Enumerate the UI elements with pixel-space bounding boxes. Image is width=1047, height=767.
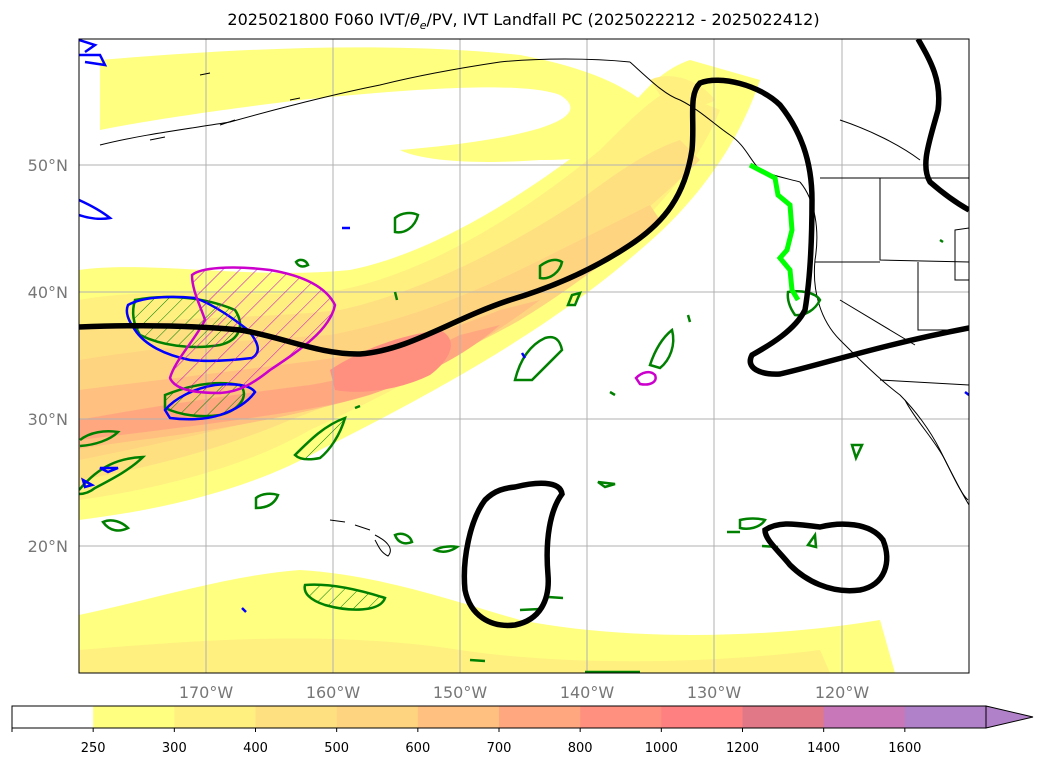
colorbar-swatch [12, 706, 94, 728]
colorbar-swatch [417, 706, 500, 728]
colorbar: 250 300 400 500 600 700 800 1000 1200 1400 1600 [11, 705, 1034, 756]
lat-label-20: 20°N [28, 537, 68, 556]
colorbar-tick-label: 700 [487, 741, 512, 756]
lon-label-150w: 150°W [433, 683, 488, 702]
lon-label-170w: 170°W [179, 683, 234, 702]
map-title: 2025021800 F060 IVT/θe/PV, IVT Landfall … [0, 10, 1047, 32]
colorbar-swatch [904, 706, 987, 728]
ivt-south-band-b [79, 638, 830, 673]
colorbar-tick-label: 1600 [888, 741, 921, 756]
lon-label-130w: 130°W [687, 683, 742, 702]
ivt-main-contour [79, 77, 969, 377]
colorbar-swatch [93, 706, 175, 728]
ivt-south-contour-a [461, 480, 565, 629]
colorbar-swatch [661, 706, 743, 728]
gridlines [79, 39, 969, 673]
lon-labels: 170°W 160°W 150°W 140°W 130°W 120°W [179, 683, 870, 702]
colorbar-tick-label: 1000 [645, 741, 678, 756]
title-prefix: 2025021800 F060 IVT/ [227, 10, 410, 29]
colorbar-swatch [499, 706, 581, 728]
colorbar-tick-label: 600 [405, 741, 430, 756]
colorbar-tick-label: 800 [568, 741, 593, 756]
colorbar-tick-label: 250 [81, 741, 106, 756]
colorbar-tick-label: 1400 [807, 741, 840, 756]
ivt-contours [79, 39, 969, 629]
ivt-alaska [650, 76, 715, 106]
map-frame [78, 38, 970, 674]
lat-labels: 50°N 40°N 30°N 20°N [28, 156, 68, 556]
landfall-line [748, 162, 801, 302]
lat-label-30: 30°N [28, 410, 68, 429]
lon-label-120w: 120°W [815, 683, 870, 702]
lat-label-40: 40°N [28, 283, 68, 302]
colorbar-swatch [255, 706, 338, 728]
ivt-band-250b [100, 47, 665, 162]
colorbar-tick-label: 500 [324, 741, 349, 756]
colorbar-swatch [823, 706, 906, 728]
colorbar-swatch [336, 706, 419, 728]
colorbar-tick-label: 300 [162, 741, 187, 756]
map-panel [79, 39, 969, 673]
title-suffix: /PV, IVT Landfall PC (2025022212 - 20250… [426, 10, 820, 29]
lat-label-50: 50°N [28, 156, 68, 175]
title-theta: θ [409, 10, 420, 29]
colorbar-swatches [12, 706, 987, 728]
colorbar-swatch [742, 706, 825, 728]
coastlines [99, 58, 969, 557]
ivt-south-contour-b [762, 521, 890, 594]
colorbar-ticks: 250 300 400 500 600 700 800 1000 1200 1400 1600 [11, 728, 921, 756]
title-theta-sub: e [419, 19, 427, 33]
colorbar-tick-label: 1200 [726, 741, 759, 756]
ivt-band-800 [330, 330, 451, 392]
colorbar-extend-arrow [985, 705, 1034, 729]
colorbar-swatch [174, 706, 256, 728]
lon-label-160w: 160°W [306, 683, 361, 702]
lon-label-140w: 140°W [560, 683, 615, 702]
ivt-alaska-contour [915, 39, 969, 213]
colorbar-swatch [580, 706, 662, 728]
colorbar-tick-label: 400 [243, 741, 268, 756]
